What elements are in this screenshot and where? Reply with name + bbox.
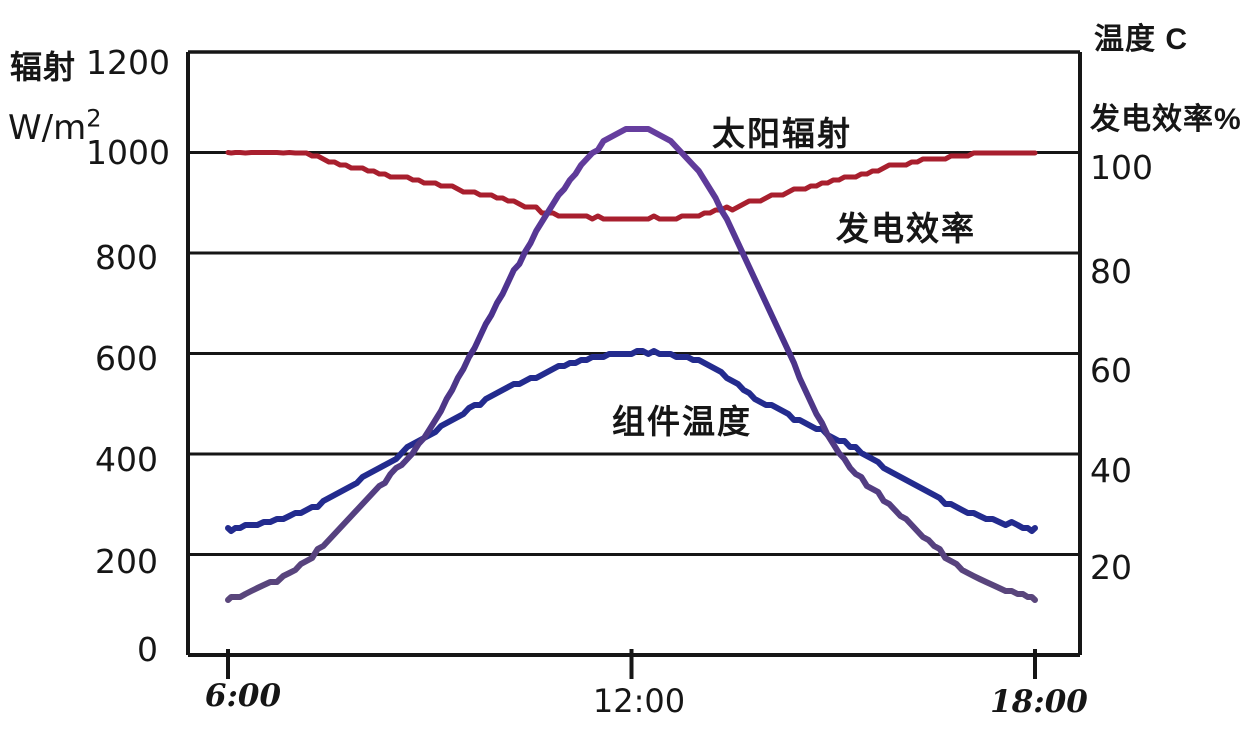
left-tick-800: 800 [95, 238, 158, 277]
right-tick-40: 40 [1090, 451, 1132, 490]
left-axis-unit: W/m2 [8, 104, 102, 148]
right-tick-80: 80 [1090, 252, 1132, 291]
left-axis-unit-text: W/m [8, 108, 87, 148]
right-tick-60: 60 [1090, 351, 1132, 390]
left-tick-1200: 1200 [86, 43, 170, 82]
left-axis-unit-sup: 2 [86, 104, 102, 133]
right-tick-100: 100 [1090, 148, 1153, 187]
right-axis-title-temperature: 温度 C [1094, 23, 1188, 56]
right-axis-title-efficiency: 发电效率% [1090, 103, 1242, 136]
x-tick-18: 18:00 [990, 684, 1088, 720]
annotation-module-temperature: 组件温度 [612, 403, 752, 440]
annotation-solar-radiation: 太阳辐射 [712, 115, 852, 152]
x-tick-6: 6:00 [204, 678, 282, 714]
x-tick-12: 12:00 [592, 682, 686, 720]
left-tick-200: 200 [95, 542, 158, 581]
right-tick-20: 20 [1090, 548, 1132, 587]
left-tick-600: 600 [95, 339, 158, 378]
left-tick-0: 0 [137, 630, 158, 669]
left-axis-title: 辐射 [10, 49, 77, 85]
left-tick-1000: 1000 [86, 133, 170, 172]
annotation-generation-efficiency: 发电效率 [836, 210, 976, 247]
left-tick-400: 400 [95, 440, 158, 479]
